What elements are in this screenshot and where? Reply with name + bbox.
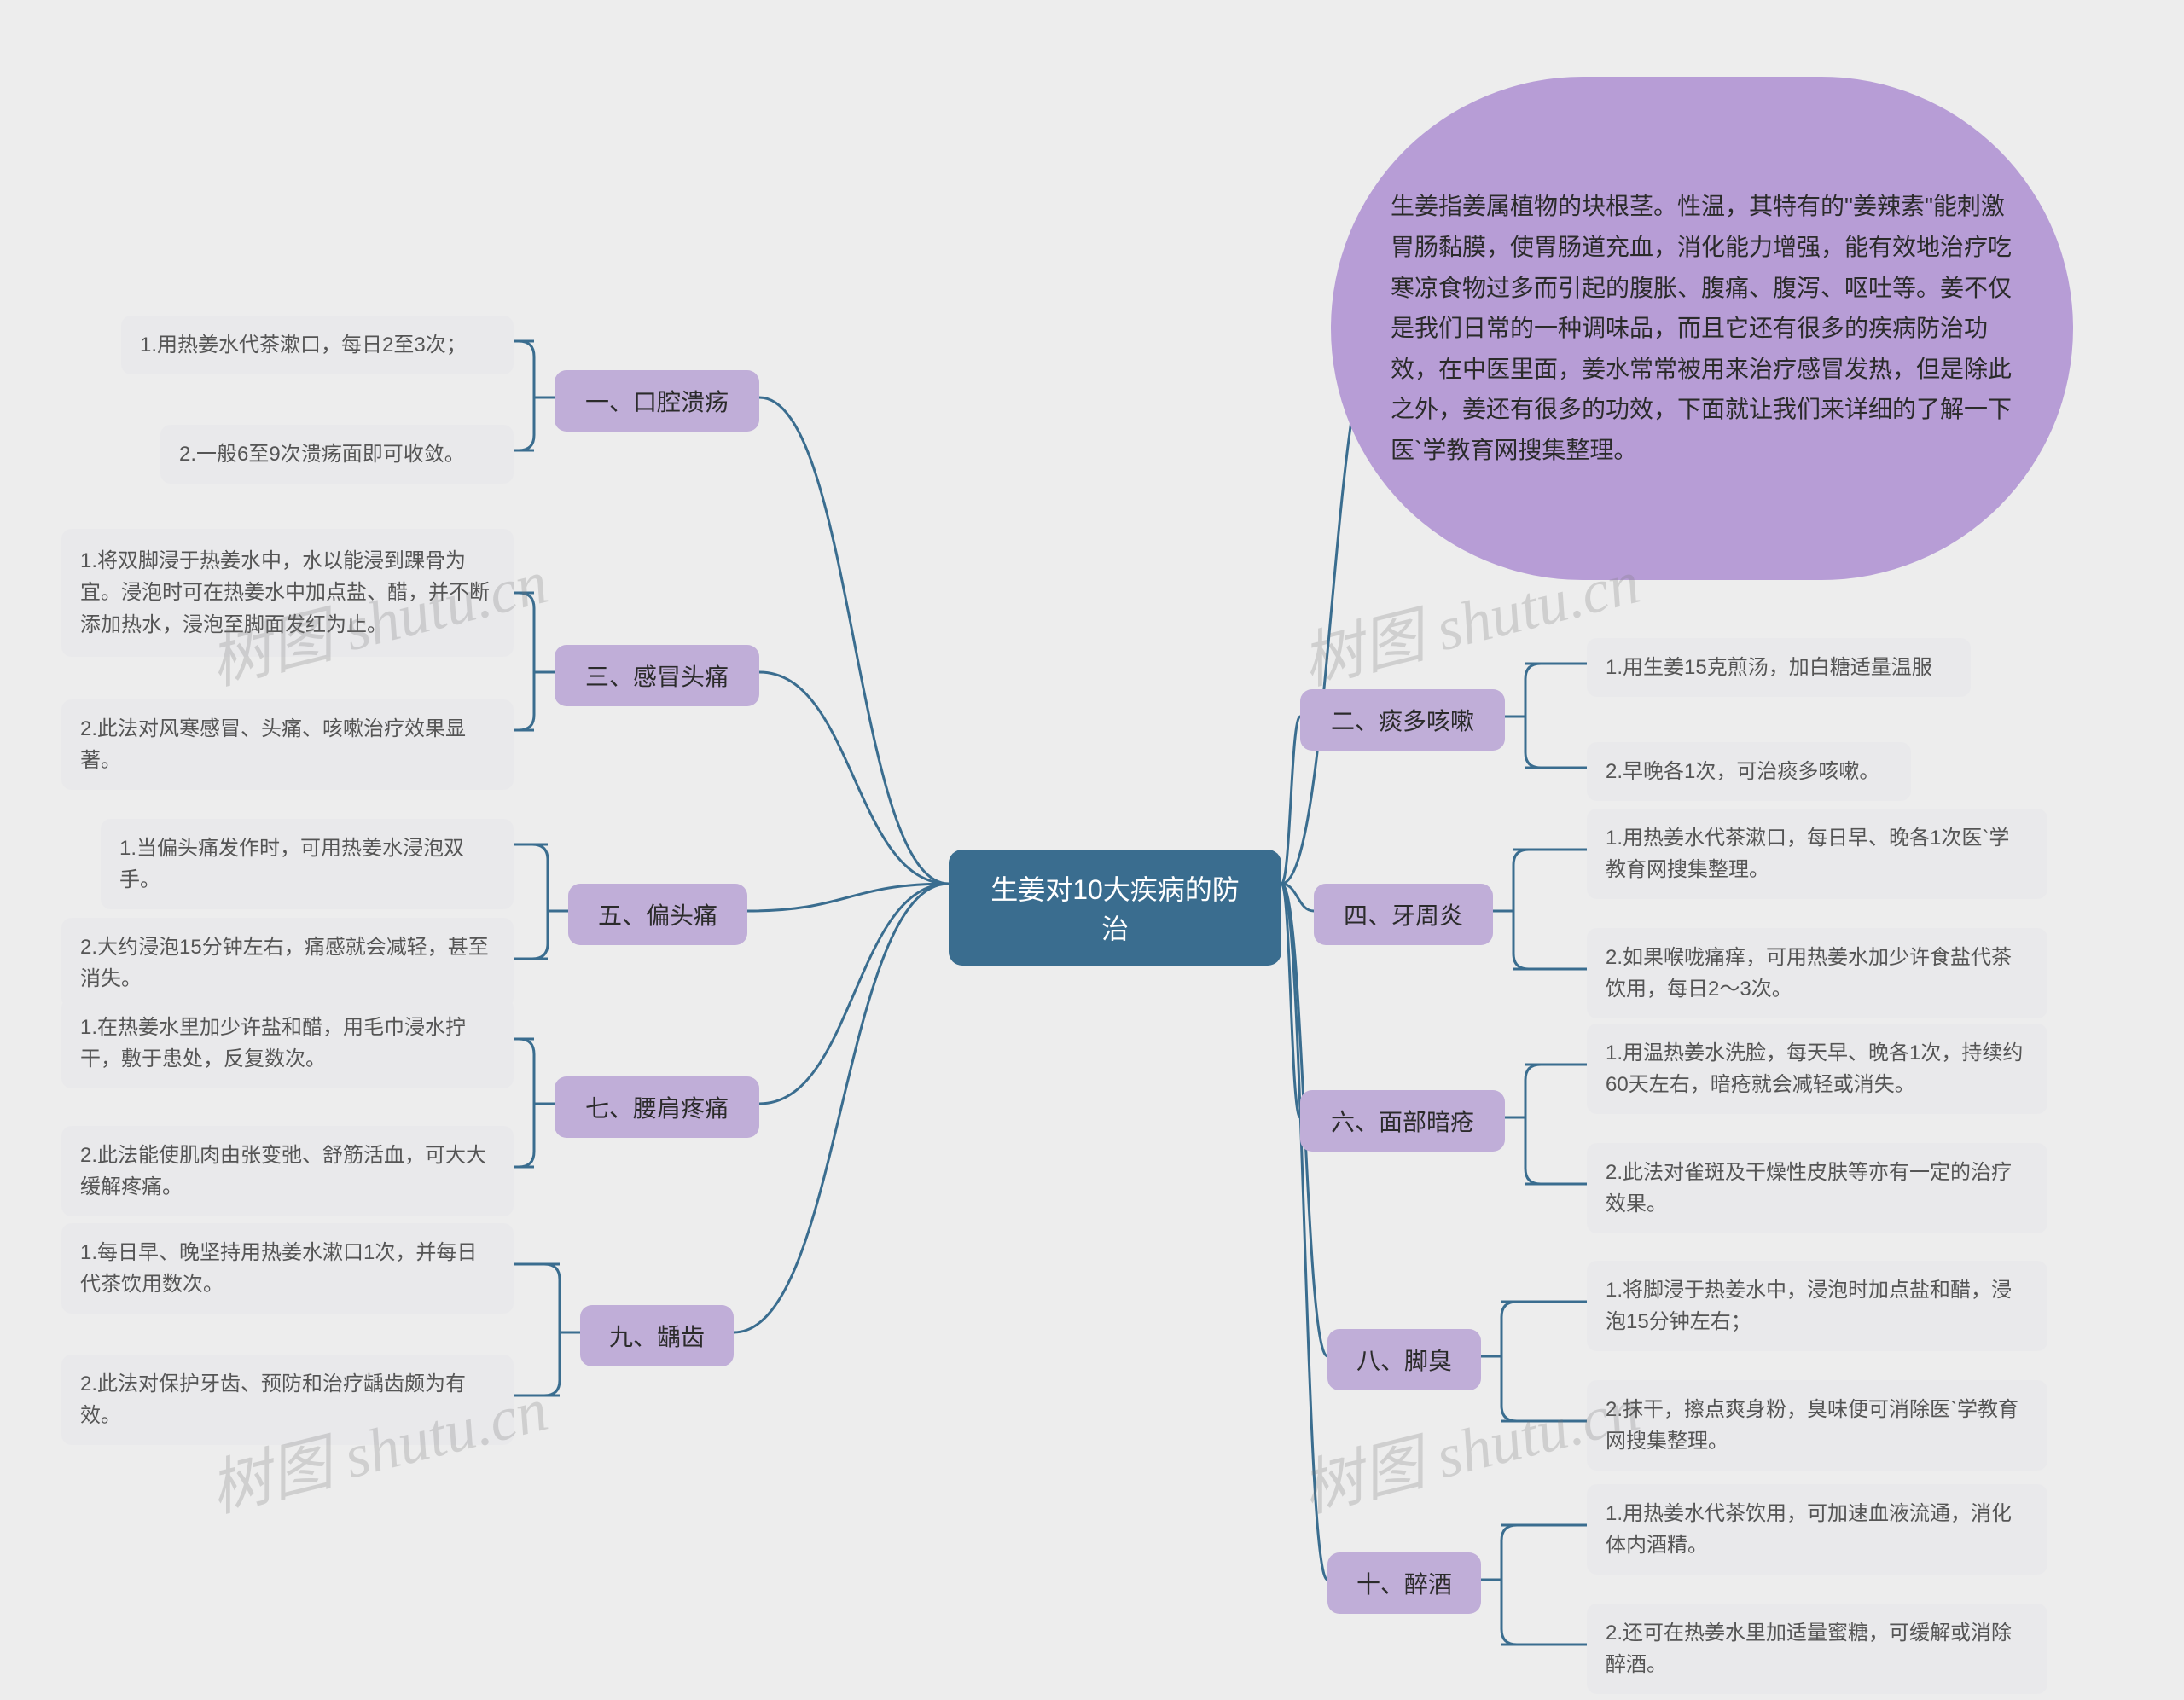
leaf-8b: 2.抹干，擦点爽身粉，臭味便可消除医`学教育网搜集整理。 — [1587, 1380, 2048, 1471]
branch-4[interactable]: 四、牙周炎 — [1314, 884, 1493, 945]
leaf-2b: 2.早晚各1次，可治痰多咳嗽。 — [1587, 742, 1911, 801]
leaf-10b: 2.还可在热姜水里加适量蜜糖，可缓解或消除醉酒。 — [1587, 1604, 2048, 1694]
leaf-7b: 2.此法能使肌肉由张变弛、舒筋活血，可大大缓解疼痛。 — [61, 1126, 514, 1216]
leaf-2a: 1.用生姜15克煎汤，加白糖适量温服 — [1587, 638, 1971, 697]
leaf-9a: 1.每日早、晚坚持用热姜水漱口1次，并每日代茶饮用数次。 — [61, 1223, 514, 1314]
branch-10[interactable]: 十、醉酒 — [1327, 1552, 1481, 1614]
leaf-7a: 1.在热姜水里加少许盐和醋，用毛巾浸水拧干，敷于患处，反复数次。 — [61, 998, 514, 1088]
leaf-9b: 2.此法对保护牙齿、预防和治疗龋齿颇为有效。 — [61, 1355, 514, 1445]
intro-bubble: 生姜指姜属植物的块根茎。性温，其特有的"姜辣素"能刺激胃肠黏膜，使胃肠道充血，消… — [1331, 77, 2073, 580]
leaf-3b: 2.此法对风寒感冒、头痛、咳嗽治疗效果显著。 — [61, 699, 514, 790]
branch-6[interactable]: 六、面部暗疮 — [1300, 1090, 1505, 1152]
branch-7[interactable]: 七、腰肩疼痛 — [555, 1076, 759, 1138]
branch-5[interactable]: 五、偏头痛 — [568, 884, 747, 945]
branch-9[interactable]: 九、龋齿 — [580, 1305, 734, 1366]
branch-8[interactable]: 八、脚臭 — [1327, 1329, 1481, 1390]
leaf-1a: 1.用热姜水代茶漱口，每日2至3次； — [121, 316, 514, 374]
branch-2[interactable]: 二、痰多咳嗽 — [1300, 689, 1505, 751]
leaf-8a: 1.将脚浸于热姜水中，浸泡时加点盐和醋，浸泡15分钟左右； — [1587, 1261, 2048, 1351]
branch-1[interactable]: 一、口腔溃疡 — [555, 370, 759, 432]
leaf-10a: 1.用热姜水代茶饮用，可加速血液流通，消化体内酒精。 — [1587, 1484, 2048, 1575]
leaf-4b: 2.如果喉咙痛痒，可用热姜水加少许食盐代茶饮用，每日2～3次。 — [1587, 928, 2048, 1018]
branch-3[interactable]: 三、感冒头痛 — [555, 645, 759, 706]
leaf-6a: 1.用温热姜水洗脸，每天早、晚各1次，持续约60天左右，暗疮就会减轻或消失。 — [1587, 1024, 2048, 1114]
leaf-5a: 1.当偏头痛发作时，可用热姜水浸泡双手。 — [101, 819, 514, 909]
leaf-4a: 1.用热姜水代茶漱口，每日早、晚各1次医`学教育网搜集整理。 — [1587, 809, 2048, 899]
leaf-3a: 1.将双脚浸于热姜水中，水以能浸到踝骨为宜。浸泡时可在热姜水中加点盐、醋，并不断… — [61, 529, 514, 657]
center-node[interactable]: 生姜对10大疾病的防治 — [949, 850, 1281, 966]
leaf-6b: 2.此法对雀斑及干燥性皮肤等亦有一定的治疗效果。 — [1587, 1143, 2048, 1233]
leaf-5b: 2.大约浸泡15分钟左右，痛感就会减轻，甚至消失。 — [61, 918, 514, 1008]
leaf-1b: 2.一般6至9次溃疡面即可收敛。 — [160, 425, 514, 484]
